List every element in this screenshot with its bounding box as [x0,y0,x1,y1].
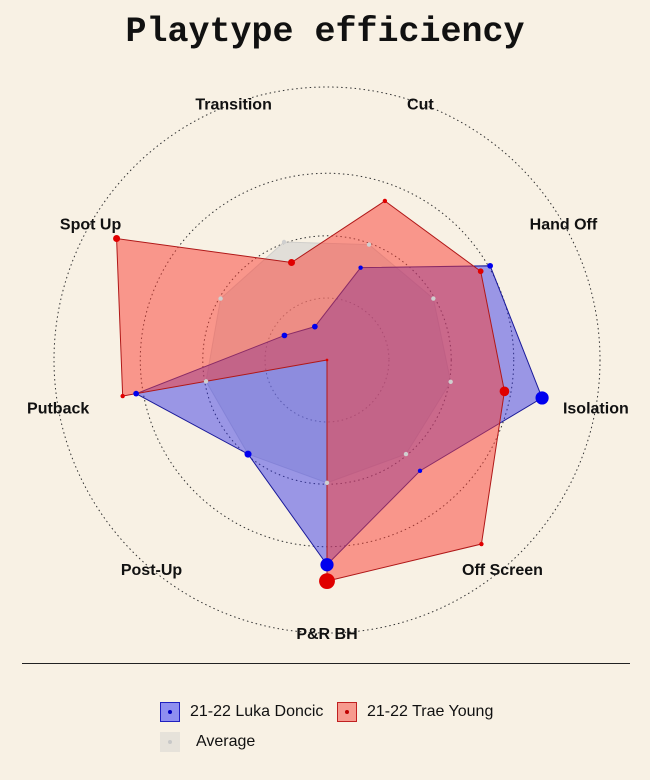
data-point-2-0 [319,573,335,590]
axis-label-1: Off Screen [462,562,543,579]
axis-label-6: Spot Up [60,217,122,234]
legend-label-average: Average [196,733,256,750]
axis-label-3: Hand Off [530,217,598,234]
data-point-2-8 [325,358,329,362]
series-polygon-2 [116,200,505,582]
legend-divider [22,663,630,664]
axis-label-7: Putback [27,400,89,417]
data-point-0-2 [448,379,453,385]
data-point-1-6 [281,332,288,339]
data-point-1-1 [417,468,423,474]
legend-item-average: Average [160,732,255,752]
data-point-1-4 [358,265,363,270]
data-point-2-4 [382,198,388,204]
data-point-2-7 [120,393,125,399]
axis-label-4: Cut [407,96,434,113]
legend-label-trae: 21-22 Trae Young [367,703,494,720]
axis-label-8: Post-Up [121,562,183,579]
legend-item-luka: 21-22 Luka Doncic [160,702,323,722]
data-point-0-6 [218,296,223,301]
axis-label-2: Isolation [563,400,629,417]
data-point-1-8 [244,450,252,458]
chart-title: Playtype efficiency [125,12,525,52]
axis-label-5: Transition [195,96,271,113]
legend-swatch-trae [337,702,357,722]
data-point-1-2 [535,391,549,405]
data-point-2-5 [287,258,296,267]
legend-label-luka: 21-22 Luka Doncic [190,703,324,720]
data-point-1-7 [133,390,139,397]
data-point-1-0 [320,558,334,572]
data-point-0-0 [324,480,330,486]
data-point-2-1 [479,541,484,547]
data-point-1-3 [487,262,493,269]
data-point-2-3 [477,268,484,275]
data-point-0-7 [203,379,209,384]
legend-item-trae: 21-22 Trae Young [337,702,493,722]
data-point-1-5 [312,323,318,330]
legend-swatch-luka [160,702,180,722]
data-point-0-4 [366,242,372,247]
data-point-0-3 [431,296,436,301]
data-point-0-5 [281,239,287,245]
legend-swatch-average [160,732,180,752]
data-point-2-6 [113,234,121,243]
radar-chart: P&R BH Off Screen Isolation Hand Off Cut Tran… [27,86,629,643]
axis-label-0: P&R BH [296,626,357,643]
data-point-2-2 [499,386,510,397]
grid-ring-3 [53,86,601,634]
data-point-0-1 [403,451,409,457]
